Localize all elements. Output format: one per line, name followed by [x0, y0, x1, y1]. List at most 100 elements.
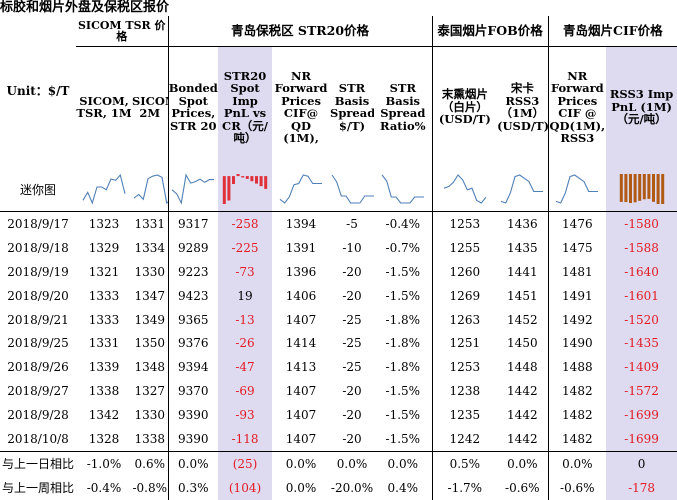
table-cell: -0.8%	[132, 480, 168, 495]
table-cell: 0.0%	[285, 480, 317, 495]
table-cell: 0.0%	[330, 450, 375, 476]
table-cell: 1330	[134, 408, 166, 423]
row-label: 2018/9/25	[7, 336, 69, 351]
table-cell: -20	[342, 431, 362, 446]
sparkline-bar	[637, 174, 641, 201]
table-cell: 0.3%	[167, 475, 219, 500]
table-cell: -1.7%	[431, 475, 498, 500]
sparkline-cell	[374, 167, 433, 212]
sparkline-line	[331, 174, 375, 204]
col-sicom-2m: SICOM,TSR, 2M	[132, 93, 168, 120]
sparkline-bar	[250, 176, 254, 182]
sparkline	[619, 174, 664, 204]
table-cell: 1349	[134, 312, 166, 327]
sparkline-bar	[651, 174, 655, 202]
table-cell: 1338	[134, 431, 166, 446]
table-cell: 1407	[285, 408, 317, 423]
table-cell: 0	[606, 450, 677, 476]
sparkline-bar	[232, 176, 236, 184]
sparkline-line	[556, 174, 599, 204]
table-cell: -1580	[606, 211, 677, 236]
unit-header: Unit：$/T	[6, 84, 70, 99]
table-cell: 1481	[547, 259, 607, 284]
table-cell: -1435	[606, 331, 677, 356]
table-cell: 1347	[134, 288, 166, 303]
table-cell: 1329	[88, 240, 120, 255]
sparkline-row: 迷你图	[0, 167, 677, 212]
table-cell: 1333	[88, 312, 120, 327]
group-header-row: Unit：$/T SICOM TSR 价格 青岛保税区 STR20价格 泰国烟片…	[0, 16, 677, 98]
table-row: 2018/9/20 1333 1347 9423 19 1406 -20 -1.5% 1269 1…	[0, 283, 677, 308]
table-cell: 19	[218, 283, 273, 308]
table-cell: 1406	[285, 288, 317, 303]
row-label: 2018/9/19	[7, 264, 69, 279]
table-cell: -0.4%	[86, 480, 122, 495]
table-cell: 1476	[547, 211, 607, 236]
col-songka-rss3: 宋卡 RSS3（1M）(USD/T)	[497, 81, 549, 133]
table-cell: -1.5%	[385, 408, 421, 423]
table-cell: 0.6%	[132, 450, 169, 476]
table-cell: 1394	[285, 216, 317, 231]
sparkline-bar	[241, 176, 245, 178]
table-cell: 9390	[167, 403, 219, 428]
sparkline-bar	[642, 174, 646, 200]
table-cell: -0.4%	[385, 216, 421, 231]
table-cell: -5	[346, 216, 358, 231]
table-cell: 1348	[134, 360, 166, 375]
col-smoked-sheet: 末熏烟片（白片）(USD/T)	[431, 46, 498, 167]
table-cell: 1435	[507, 240, 538, 255]
group-thai-fob: 泰国烟片FOB价格	[431, 16, 549, 47]
sparkline	[501, 174, 544, 204]
group-sicom: SICOM TSR 价格	[76, 16, 169, 47]
sparkline-bar	[660, 174, 664, 204]
sparkline	[381, 174, 424, 204]
col-rss3-pnl: RSS3 Imp PnL (1M)（元/吨）	[606, 46, 677, 167]
sparkline-bar	[236, 174, 240, 177]
table-row: 2018/9/25 1331 1350 9376 -26 1414 -25 -1.8% 1251…	[0, 331, 677, 356]
table-cell: 1327	[134, 384, 166, 399]
sparkline-cell	[167, 167, 219, 212]
sparkline-cell	[132, 167, 169, 212]
table-cell: 1323	[88, 216, 120, 231]
table-cell: 1338	[88, 384, 120, 399]
table-cell: 1328	[88, 431, 120, 446]
table-cell: 1331	[88, 336, 120, 351]
table-cell: 1334	[134, 240, 166, 255]
table-cell: 1263	[431, 307, 498, 332]
table-cell: -20	[342, 384, 362, 399]
table-cell: -73	[218, 259, 273, 284]
table-cell: 1491	[547, 283, 607, 308]
table-cell: 1450	[507, 336, 538, 351]
table-cell: -20.0%	[330, 480, 374, 495]
col-str20-pnl: STR20 Spot Imp PnL vs CR（元/吨）	[218, 46, 273, 167]
table-row: 2018/9/27 1338 1327 9370 -69 1407 -20 -1.5% 1238…	[0, 379, 677, 404]
table-cell: -25	[342, 312, 362, 327]
table-cell: 1407	[285, 312, 317, 327]
table-cell: 1442	[507, 384, 538, 399]
sparkline-cell	[431, 167, 498, 212]
sparkline-line	[171, 173, 215, 205]
sparkline-bar	[255, 176, 259, 184]
table-row: 2018/9/17 1323 1331 9317 -258 1394 -5 -0.4% 1253…	[0, 211, 677, 236]
table-cell: 1253	[431, 211, 498, 236]
col-str-basis-ratio: STR Basis Spread Ratio%	[380, 81, 426, 133]
table-cell: 1407	[285, 431, 317, 446]
table-cell: 1251	[431, 331, 498, 356]
table-cell: -13	[218, 307, 273, 332]
table-cell: -118	[218, 427, 273, 452]
table-cell: 9390	[167, 427, 219, 452]
column-header-row: SICOM, TSR, 1M SICOM,TSR, 2M Bonded Spot…	[0, 46, 677, 167]
sparkline-cell	[76, 167, 132, 212]
sparkline-bar	[245, 176, 249, 179]
table-cell: 1242	[431, 427, 498, 452]
table-cell: 0.0%	[272, 450, 331, 476]
row-label: 与上一日相比	[0, 450, 76, 476]
sparkline	[222, 174, 268, 204]
compare-row: 与上一日相比 -1.0% 0.6% 0.0% (25) 0.0% 0.0% 0.0% 0.5% 0…	[0, 450, 677, 476]
table-cell: -1.5%	[385, 431, 421, 446]
table-row: 2018/9/19 1321 1330 9223 -73 1396 -20 -1.5% 1260…	[0, 259, 677, 284]
row-label: 与上一周相比	[1, 481, 74, 496]
sparkline-bar	[628, 174, 632, 203]
col-str-basis-spread: STR Basis Spread( $/T)	[330, 81, 374, 133]
table-cell: 9394	[167, 355, 219, 380]
